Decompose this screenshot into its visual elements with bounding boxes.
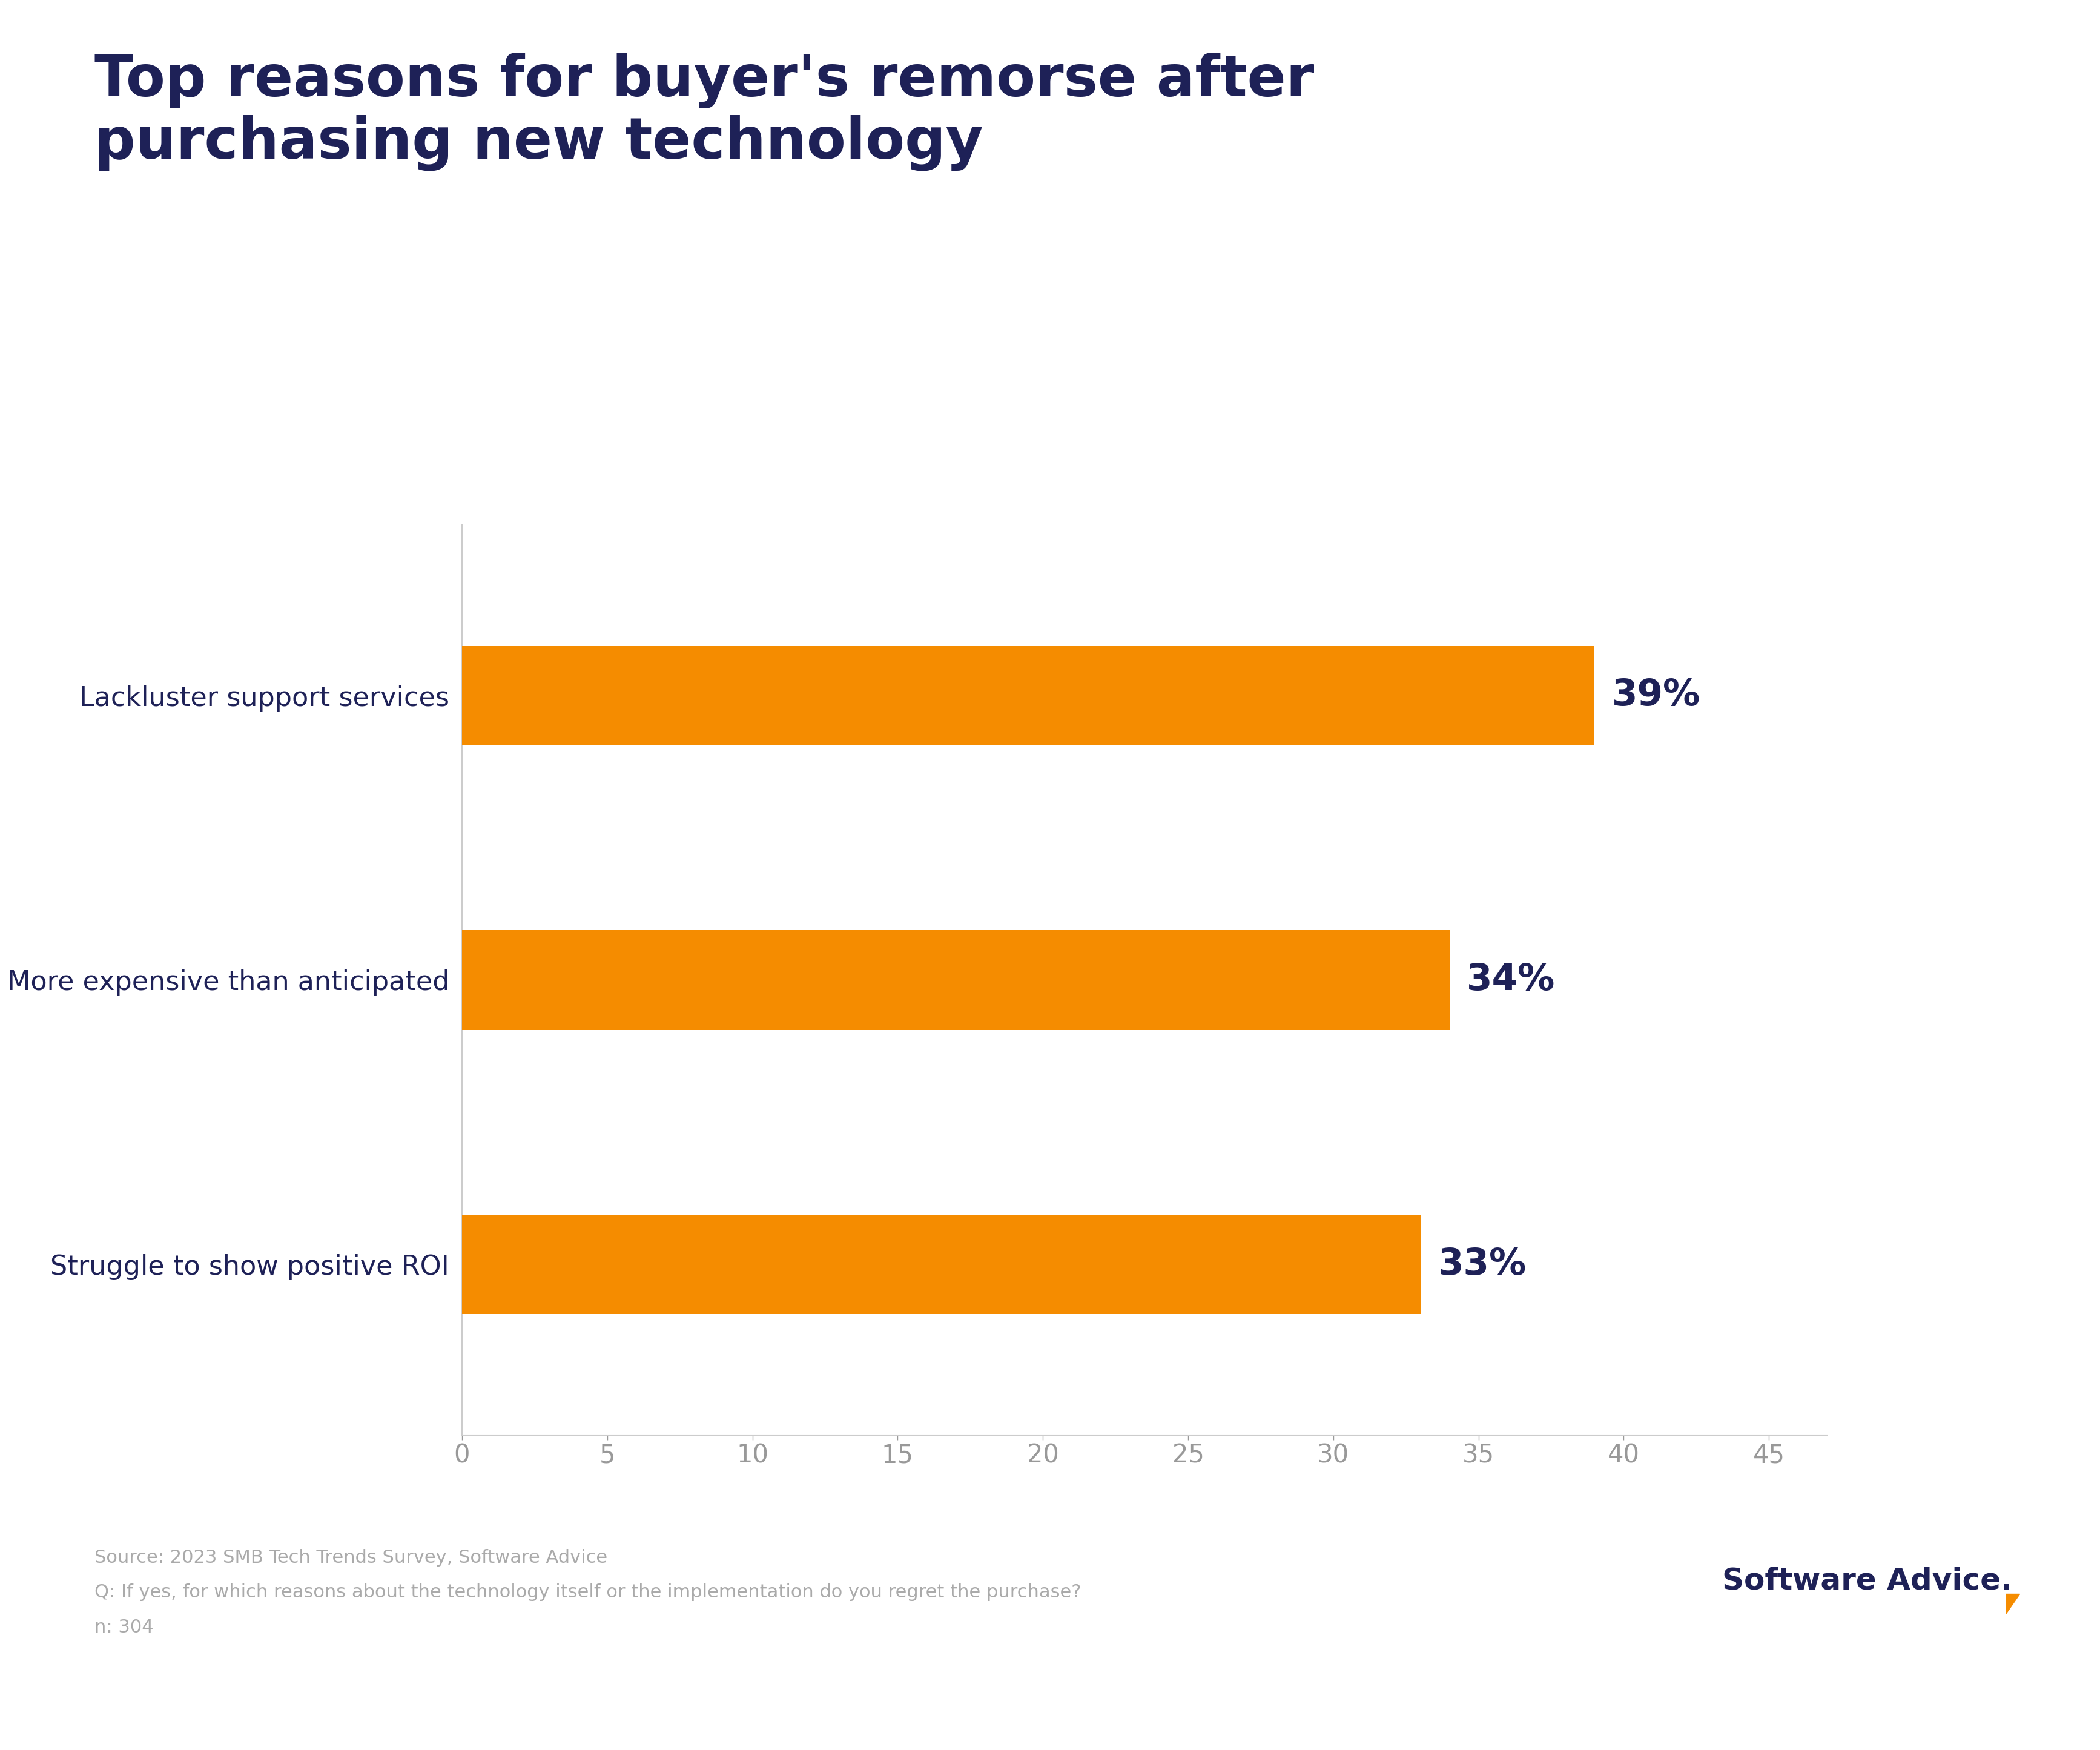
Polygon shape <box>2005 1594 2020 1613</box>
Text: Source: 2023 SMB Tech Trends Survey, Software Advice: Source: 2023 SMB Tech Trends Survey, Sof… <box>94 1549 607 1566</box>
Text: 39%: 39% <box>1613 677 1701 714</box>
Bar <box>462 1214 1420 1314</box>
Text: Top reasons for buyer's remorse after
purchasing new technology: Top reasons for buyer's remorse after pu… <box>94 52 1315 172</box>
Text: n: 304: n: 304 <box>94 1619 153 1636</box>
Text: Software Advice.: Software Advice. <box>1722 1566 2012 1596</box>
Bar <box>462 931 1449 1029</box>
Text: 34%: 34% <box>1468 963 1556 997</box>
Text: 33%: 33% <box>1439 1246 1527 1283</box>
Text: Q: If yes, for which reasons about the technology itself or the implementation d: Q: If yes, for which reasons about the t… <box>94 1584 1082 1601</box>
Bar <box>462 646 1594 746</box>
